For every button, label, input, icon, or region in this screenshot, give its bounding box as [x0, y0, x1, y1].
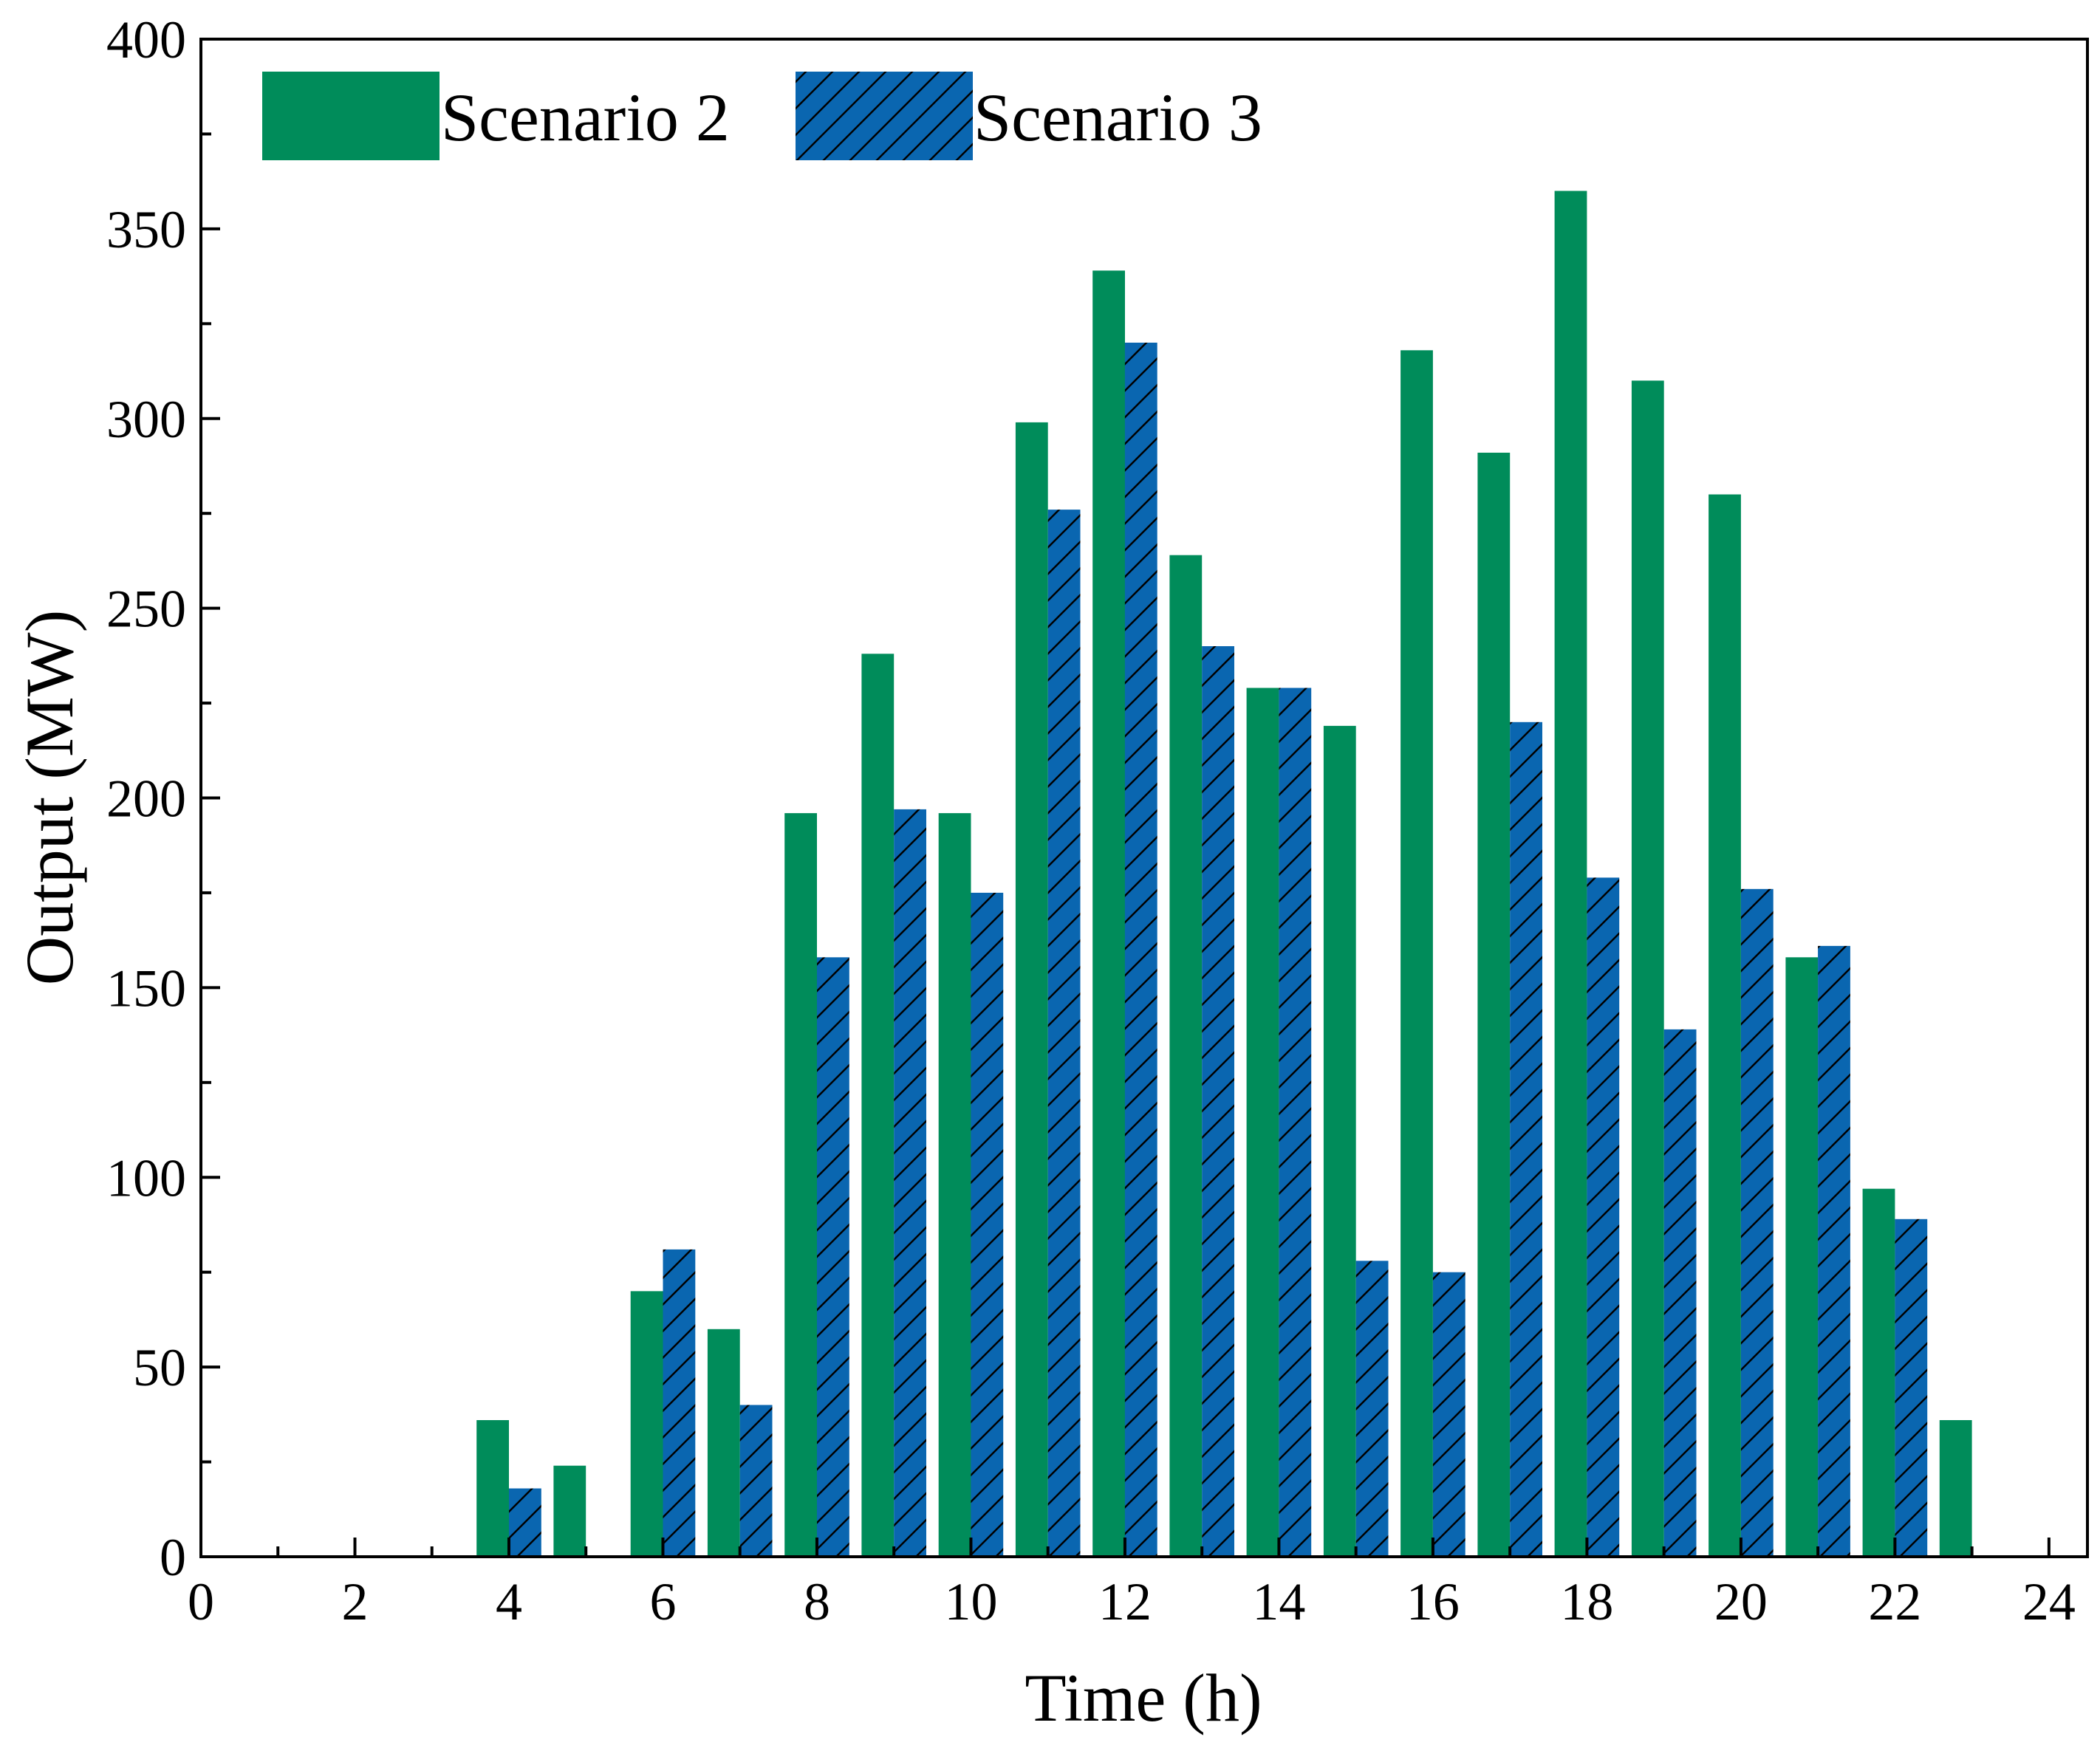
bar-scenario-2-t12	[1092, 270, 1125, 1557]
x-tick-label-14: 14	[1252, 1572, 1305, 1631]
legend-label-scenario-3: Scenario 3	[974, 80, 1262, 155]
y-tick-label-300: 300	[106, 390, 186, 449]
bar-scenario-3-t4	[509, 1488, 541, 1557]
y-tick-label-150: 150	[106, 959, 186, 1018]
y-tick-label-250: 250	[106, 580, 186, 639]
x-tick-label-10: 10	[944, 1572, 997, 1631]
legend-label-scenario-2: Scenario 2	[441, 80, 730, 155]
bar-scenario-2-t11	[1015, 422, 1048, 1557]
x-tick-label-6: 6	[649, 1572, 676, 1631]
bar-scenario-3-t19	[1663, 1029, 1697, 1557]
bar-scenario-2-t14	[1246, 688, 1279, 1557]
bar-scenario-3-t12	[1124, 343, 1157, 1557]
bar-scenario-3-t14	[1279, 688, 1312, 1557]
bar-scenario-3-t7	[739, 1405, 773, 1557]
x-tick-label-2: 2	[341, 1572, 368, 1631]
y-tick-label-400: 400	[106, 10, 186, 69]
bar-scenario-2-t20	[1709, 494, 1741, 1557]
bar-scenario-3-t18	[1587, 877, 1620, 1557]
x-tick-label-22: 22	[1868, 1572, 1921, 1631]
bar-scenario-2-t18	[1554, 191, 1587, 1557]
bar-scenario-3-t16	[1432, 1272, 1465, 1557]
bar-scenario-3-t6	[663, 1249, 696, 1557]
bar-scenario-2-t17	[1477, 453, 1511, 1557]
bar-scenario-2-t15	[1323, 725, 1356, 1557]
bar-scenario-2-t10	[938, 813, 971, 1557]
bar-scenario-3-t10	[971, 892, 1004, 1557]
bar-scenario-2-t16	[1400, 350, 1433, 1557]
x-tick-label-24: 24	[2022, 1572, 2076, 1631]
bar-scenario-2-t8	[784, 813, 817, 1557]
x-tick-label-0: 0	[188, 1572, 214, 1631]
y-tick-label-50: 50	[133, 1338, 186, 1397]
bar-scenario-3-t9	[894, 809, 926, 1557]
y-tick-label-200: 200	[106, 770, 186, 829]
tick-labels-layer: 0 2 4 6 8 10 12 14 16 18 20 22 240501001502002503003…	[106, 10, 2076, 1631]
bars-layer	[476, 191, 1972, 1557]
bar-scenario-2-t22	[1862, 1188, 1895, 1557]
y-tick-label-0: 0	[160, 1528, 186, 1587]
legend-swatch-scenario-3	[796, 72, 973, 160]
x-tick-label-16: 16	[1406, 1572, 1460, 1631]
legend-swatch-scenario-2	[262, 72, 440, 160]
bar-scenario-2-t13	[1169, 555, 1203, 1557]
bar-scenario-2-t23	[1939, 1420, 1972, 1557]
bar-scenario-3-t20	[1740, 888, 1774, 1557]
x-tick-label-8: 8	[804, 1572, 830, 1631]
bar-scenario-3-t17	[1510, 722, 1542, 1557]
bar-scenario-3-t13	[1202, 646, 1234, 1557]
bar-scenario-2-t4	[476, 1420, 509, 1557]
bar-scenario-2-t19	[1631, 380, 1664, 1557]
bar-scenario-2-t9	[861, 654, 895, 1557]
bar-scenario-3-t21	[1818, 945, 1850, 1557]
x-tick-label-4: 4	[496, 1572, 522, 1631]
y-axis-title: Output (MW)	[12, 610, 87, 985]
legend: Scenario 2 Scenario 3	[262, 72, 1262, 160]
ticks-layer	[199, 38, 2051, 1558]
bar-scenario-2-t21	[1785, 957, 1819, 1557]
bar-scenario-3-t22	[1895, 1219, 1928, 1557]
bar-scenario-3-t8	[817, 957, 849, 1557]
bar-scenario-3-t15	[1355, 1261, 1389, 1557]
bar-scenario-2-t7	[707, 1329, 740, 1557]
x-axis-title: Time (h)	[1025, 1660, 1262, 1735]
bar-scenario-2-t6	[630, 1291, 663, 1557]
bar-scenario-2-t5	[553, 1465, 586, 1557]
x-tick-label-20: 20	[1714, 1572, 1768, 1631]
x-tick-label-18: 18	[1560, 1572, 1613, 1631]
y-tick-label-100: 100	[106, 1148, 186, 1207]
bar-scenario-3-t11	[1047, 510, 1081, 1557]
x-tick-label-12: 12	[1098, 1572, 1152, 1631]
y-tick-label-350: 350	[106, 200, 186, 259]
